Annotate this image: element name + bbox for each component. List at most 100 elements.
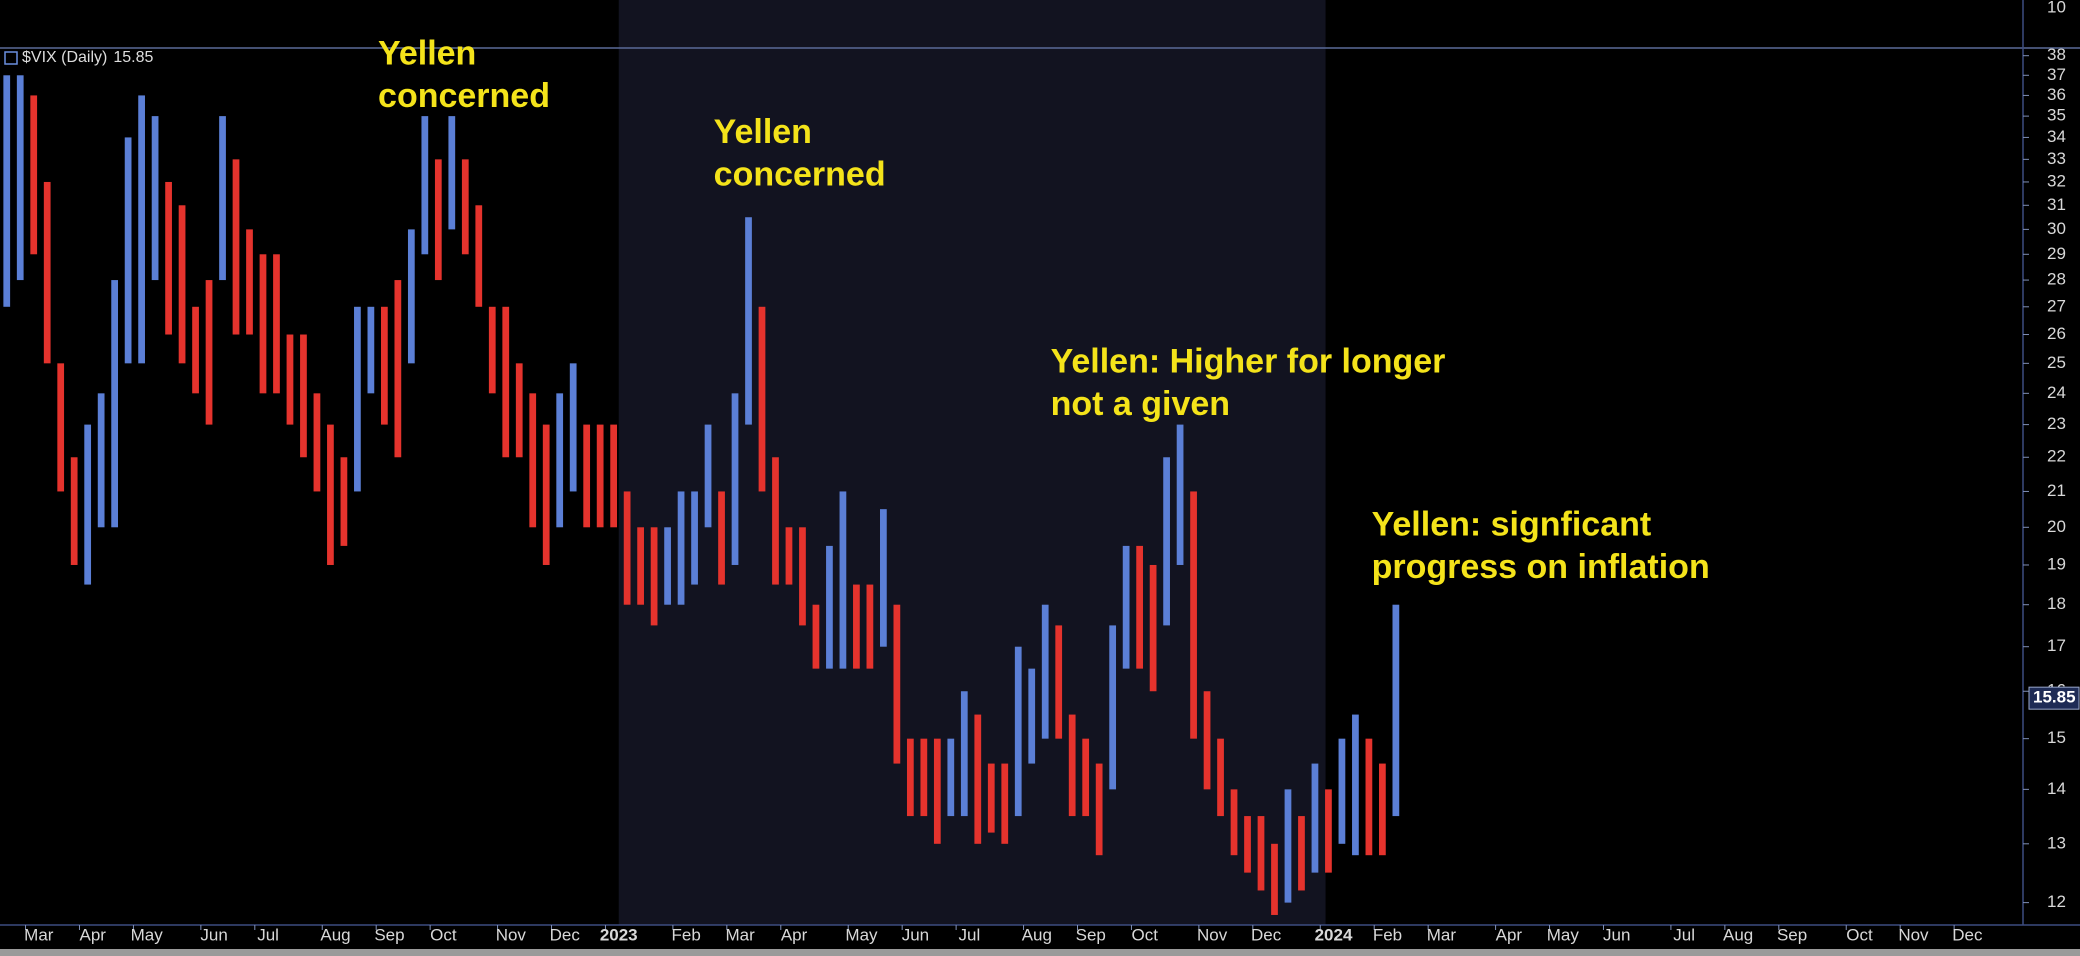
title-value: 15.85 [113,49,153,66]
bottom-strip [0,949,2080,956]
x-tick-label: Jun [200,925,227,944]
range-bar [205,280,213,425]
range-bar [1190,491,1197,739]
y-tick-label: 18 [2047,594,2066,613]
x-tick-label: May [1547,925,1580,944]
range-bar [354,306,361,492]
range-bar [165,181,172,335]
x-tick-label: Apr [1496,925,1523,944]
y-tick-label: 13 [2047,833,2066,852]
range-bar [826,545,833,669]
range-bar [300,334,307,458]
x-tick-label: Sep [374,925,404,944]
y-tick-label: 21 [2047,481,2066,500]
range-bar [1041,604,1049,739]
range-bar [1230,789,1238,856]
range-bar [327,424,334,565]
y-tick-label: 20 [2047,517,2066,536]
y-tick-label: 17 [2047,636,2066,655]
y-tick-label: 36 [2047,85,2066,104]
range-bar [637,527,644,605]
range-bar [1257,816,1265,891]
range-bar [1082,738,1090,817]
x-tick-label: Aug [1723,925,1753,944]
range-bar [1136,545,1143,669]
range-bar [772,457,779,585]
range-bar [246,229,253,335]
y-tick-label: 23 [2047,414,2066,433]
range-bar [340,457,348,546]
y-tick-label: 38 [2047,45,2066,64]
range-bar [960,691,968,817]
range-bar [16,75,24,281]
range-bar [866,584,874,669]
range-bar [745,217,752,425]
range-bar [286,334,294,425]
range-bar [718,491,725,585]
range-bar [542,424,550,565]
x-tick-label: Mar [24,925,54,944]
x-tick-label: 2023 [600,925,638,944]
x-tick-label: Sep [1076,925,1106,944]
y-tick-label: 29 [2047,244,2066,263]
upper-y-tick-label: 10 [2047,0,2066,16]
range-bar [1028,668,1036,764]
y-tick-label: 12 [2047,892,2066,911]
x-tick-label: Oct [430,925,457,944]
range-bar [57,363,65,492]
y-tick-label: 22 [2047,447,2066,466]
range-bar [124,137,132,364]
x-tick-label: Jun [902,925,929,944]
range-bar [1298,816,1305,891]
last-value-box [2028,686,2080,710]
x-tick-label: Apr [781,925,808,944]
range-bar [43,181,51,364]
range-bar [893,604,901,764]
annotation: not a given [1051,385,1230,423]
range-bar [488,306,496,394]
x-tick-label: Jul [1673,925,1695,944]
x-tick-label: Aug [1022,925,1052,944]
range-bar [1311,763,1319,873]
range-bar [906,738,914,817]
x-tick-label: Nov [496,925,527,944]
range-bar [138,95,145,364]
annotation: Yellen: Higher for longer [1051,342,1446,380]
y-tick-label: 34 [2047,127,2066,146]
x-tick-label: Jun [1603,925,1630,944]
range-bar [3,75,11,307]
range-bar [596,424,604,528]
range-bar [84,424,92,585]
range-bar [987,763,995,833]
range-bar [1392,604,1400,817]
range-bar [232,159,240,335]
y-tick-label: 26 [2047,324,2066,343]
range-bar [97,393,105,528]
range-bar [1379,763,1386,856]
range-bar [1068,714,1076,817]
x-tick-label: Dec [1251,925,1282,944]
range-bar [178,205,186,364]
range-bar [1244,816,1251,873]
range-bar [799,527,806,626]
range-bar [380,306,388,425]
range-bar [151,116,159,281]
range-bar [70,457,78,565]
range-bar [192,306,199,394]
range-bar [1163,457,1170,626]
x-tick-label: Dec [550,925,581,944]
x-tick-label: Oct [1131,925,1158,944]
range-bar [812,604,820,669]
range-bar [569,363,577,492]
range-bar [434,159,442,281]
range-bar [313,393,321,492]
range-bar [556,393,564,528]
range-bar [839,491,847,669]
x-tick-label: Feb [672,925,701,944]
range-bar [1271,843,1278,915]
title-icon [4,51,18,65]
annotation: Yellen [714,113,812,151]
last-value-label: 15.85 [2033,688,2076,707]
range-bar [1095,763,1103,856]
